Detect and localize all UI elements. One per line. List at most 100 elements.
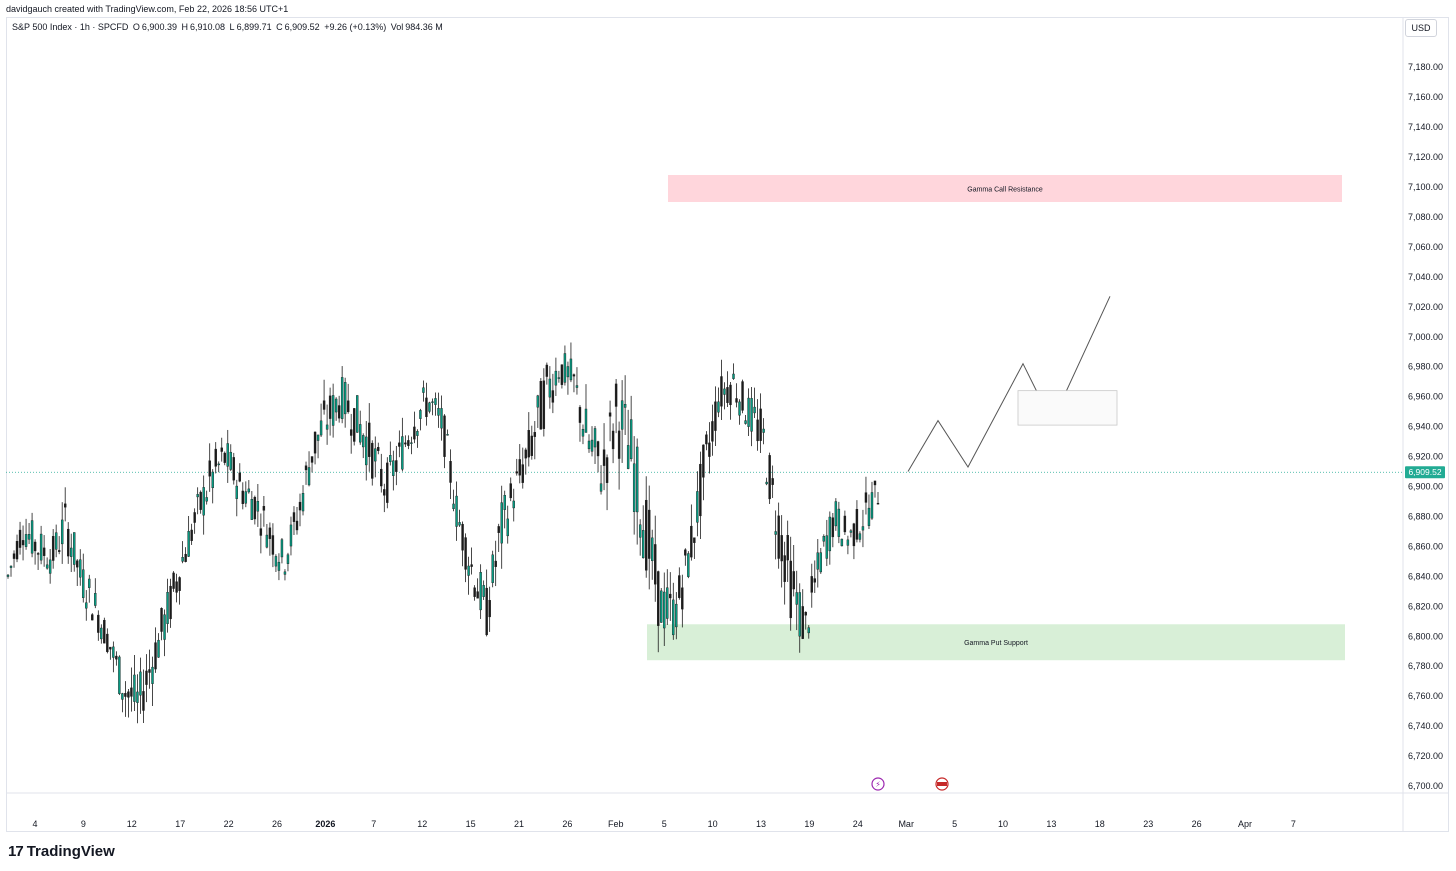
candle-body bbox=[226, 443, 229, 467]
candle-body bbox=[383, 489, 386, 496]
candle-body bbox=[611, 430, 615, 450]
candle-body bbox=[756, 419, 759, 442]
candle-body bbox=[151, 666, 154, 684]
candle-body bbox=[804, 611, 807, 616]
chart-pane[interactable] bbox=[6, 17, 1449, 832]
legend-symbol[interactable]: S&P 500 Index · 1h · SPCFD bbox=[12, 22, 129, 32]
candle-body bbox=[349, 429, 353, 436]
candle-body bbox=[289, 524, 293, 547]
candle-body bbox=[855, 509, 859, 540]
candle-body bbox=[581, 428, 585, 437]
last-price-tag bbox=[1405, 466, 1445, 479]
candle-body bbox=[100, 627, 103, 640]
candle-body bbox=[160, 608, 163, 632]
candle-body bbox=[632, 463, 636, 512]
candle-body bbox=[181, 557, 184, 562]
y-tick-label: 6,900.00 bbox=[1408, 482, 1443, 492]
candle-body bbox=[103, 619, 106, 644]
candle-body bbox=[30, 520, 34, 554]
candle-body bbox=[307, 467, 311, 486]
candle-body bbox=[97, 614, 100, 633]
candle-body bbox=[380, 468, 383, 487]
candle-body bbox=[33, 541, 37, 552]
candle-body bbox=[738, 401, 741, 416]
candle-body bbox=[416, 430, 419, 436]
candle-body bbox=[6, 574, 10, 577]
candle-body bbox=[313, 431, 317, 454]
x-tick-label: 2026 bbox=[315, 819, 335, 829]
candle-body bbox=[512, 500, 515, 509]
x-tick-label: 9 bbox=[81, 819, 86, 829]
candle-body bbox=[876, 502, 880, 505]
legend-change: +9.26 (+0.13%) bbox=[324, 22, 387, 32]
candle-body bbox=[51, 536, 55, 561]
legend-low-label: L bbox=[229, 22, 235, 32]
x-tick-label: 12 bbox=[127, 819, 137, 829]
candle-body bbox=[729, 384, 732, 406]
x-tick-label: 5 bbox=[662, 819, 667, 829]
candle-body bbox=[629, 419, 633, 460]
candle-body bbox=[118, 656, 121, 694]
x-tick-label: 26 bbox=[1192, 819, 1202, 829]
candle-body bbox=[536, 395, 540, 408]
candle-body bbox=[666, 587, 669, 619]
candle-body bbox=[657, 571, 660, 626]
x-tick-label: 18 bbox=[1095, 819, 1105, 829]
y-tick-label: 7,020.00 bbox=[1408, 302, 1443, 312]
candle-body bbox=[500, 502, 503, 544]
candle-body bbox=[822, 536, 826, 542]
candle-body bbox=[398, 442, 401, 447]
candle-body bbox=[789, 560, 792, 619]
candle-body bbox=[205, 497, 208, 502]
candle-body bbox=[280, 539, 284, 558]
candle-body bbox=[852, 523, 856, 547]
brand-name: TradingView bbox=[26, 843, 115, 860]
candle-body bbox=[27, 534, 31, 540]
candle-body bbox=[404, 442, 407, 445]
candle-body bbox=[479, 572, 482, 611]
x-tick-label: 5 bbox=[952, 819, 957, 829]
candle-body bbox=[18, 529, 22, 548]
candle-body bbox=[641, 530, 645, 559]
candle-body bbox=[485, 587, 488, 636]
candle-body bbox=[190, 529, 193, 541]
candle-body bbox=[675, 603, 678, 628]
currency-button[interactable]: USD bbox=[1405, 19, 1437, 37]
candle-body bbox=[590, 439, 594, 452]
candle-body bbox=[626, 445, 630, 469]
x-tick-label: 19 bbox=[804, 819, 814, 829]
candle-body bbox=[608, 412, 612, 417]
candle-body bbox=[67, 528, 70, 557]
candle-body bbox=[298, 501, 302, 511]
candle-body bbox=[154, 642, 157, 670]
candle-body bbox=[235, 485, 238, 499]
tradingview-logo[interactable]: 17 TradingView bbox=[8, 843, 115, 860]
candle-body bbox=[79, 559, 82, 578]
candle-body bbox=[139, 671, 142, 696]
candle-body bbox=[816, 552, 819, 570]
y-tick-label: 7,040.00 bbox=[1408, 272, 1443, 282]
candle-body bbox=[497, 526, 500, 533]
candle-body bbox=[21, 540, 25, 546]
candle-body bbox=[840, 538, 844, 547]
y-tick-label: 7,000.00 bbox=[1408, 332, 1443, 342]
candle-body bbox=[825, 535, 829, 559]
candle-body bbox=[846, 539, 850, 546]
candle-body bbox=[849, 530, 853, 533]
candle-body bbox=[681, 587, 684, 610]
candle-body bbox=[328, 395, 332, 419]
candle-body bbox=[488, 600, 491, 618]
candle-body bbox=[163, 614, 166, 640]
candle-body bbox=[88, 578, 91, 588]
candle-body bbox=[199, 491, 202, 510]
candle-body bbox=[115, 655, 118, 660]
candle-body bbox=[36, 553, 40, 555]
candle-body bbox=[54, 532, 58, 550]
gamma-call-resistance-label: Gamma Call Resistance bbox=[967, 186, 1043, 193]
candle-body bbox=[551, 390, 555, 403]
candle-body bbox=[693, 537, 696, 543]
candle-body bbox=[702, 444, 705, 478]
candle-body bbox=[527, 430, 530, 458]
last-price-tag-label: 6,909.52 bbox=[1408, 467, 1441, 477]
